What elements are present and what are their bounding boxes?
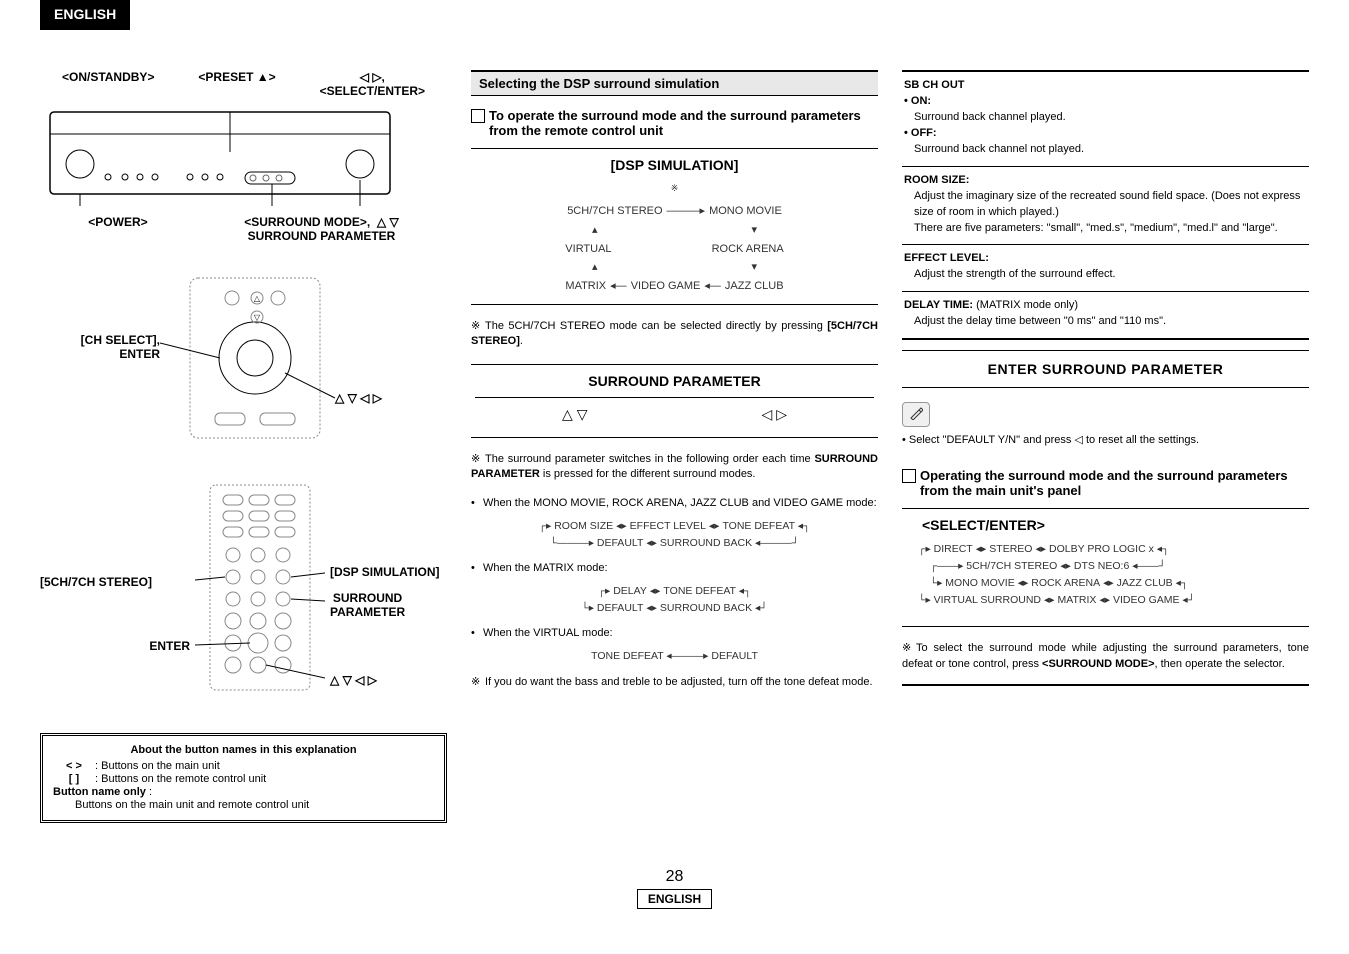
about-title: About the button names in this explanati…: [53, 744, 434, 756]
dsp-n1: 5CH/7CH STEREO: [567, 205, 662, 217]
right-column: SB CH OUT • ON: Surround back channel pl…: [902, 70, 1309, 823]
label-arrows-all-2: △ ▽ ◁ ▷: [330, 673, 377, 687]
arrows-leftright: ◁ ▷: [762, 406, 787, 423]
dsp-n7: JAZZ CLUB: [725, 280, 784, 292]
label-5ch7ch: [5CH/7CH STEREO]: [40, 575, 152, 589]
delay-txt: Adjust the delay time between "0 ms" and…: [904, 314, 1307, 330]
label-arrows-all-1: △ ▽ ◁ ▷: [335, 391, 382, 405]
about-button-names-box: About the button names in this explanati…: [40, 733, 447, 823]
room-l2: There are five parameters: "small", "med…: [904, 221, 1307, 237]
tab-label: ENGLISH: [54, 6, 116, 22]
svg-text:▽: ▽: [254, 313, 261, 322]
pencil-icon: [902, 402, 930, 427]
enter-surr-text: ENTER SURROUND PARAMETER: [902, 361, 1309, 377]
label-surround-mode: <SURROUND MODE>,: [244, 215, 370, 229]
tip-icon-row: [902, 402, 1309, 427]
sb-off-h: • OFF:: [904, 126, 1307, 142]
bass-note: ※If you do want the bass and treble to b…: [471, 675, 878, 690]
section-title: Selecting the DSP surround simulation: [479, 76, 719, 91]
sb-on-txt: Surround back channel played.: [904, 110, 1307, 126]
remote-illustration: [195, 483, 325, 693]
room-size-block: ROOM SIZE: Adjust the imaginary size of …: [902, 167, 1309, 246]
page-body: <ON/STANDBY> <PRESET ▲> ◁ ▷, <SELECT/ENT…: [0, 30, 1349, 848]
about-txt-2: : Buttons on the remote control unit: [95, 773, 266, 785]
surround-param-panel: SURROUND PARAMETER △ ▽ ◁ ▷: [471, 364, 878, 438]
matrix-bullet: When the MATRIX mode:: [471, 561, 878, 576]
main-unit-figure: <ON/STANDBY> <PRESET ▲> ◁ ▷, <SELECT/ENT…: [40, 70, 447, 243]
label-enter-1: ENTER: [119, 347, 160, 361]
sb-off-txt: Surround back channel not played.: [904, 142, 1307, 158]
label-enter-2: ENTER: [40, 639, 190, 653]
label-arrows-ud: △ ▽: [377, 215, 399, 229]
subhead-mainunit: Operating the surround mode and the surr…: [902, 468, 1309, 498]
label-ch-select: [CH SELECT],: [81, 333, 160, 347]
section-title-bar: Selecting the DSP surround simulation: [471, 70, 878, 96]
label-parameter: PARAMETER: [330, 605, 405, 619]
dsp-panel-title: [DSP SIMULATION]: [475, 157, 874, 173]
select-enter-panel: <SELECT/ENTER> ┌▸ DIRECT◂▸STEREO◂▸DOLBY …: [902, 508, 1309, 627]
room-l1: Adjust the imaginary size of the recreat…: [904, 189, 1307, 221]
about-txt-1: : Buttons on the main unit: [95, 760, 220, 772]
label-surround-param: SURROUND PARAMETER: [248, 229, 396, 243]
select-chain: ┌▸ DIRECT◂▸STEREO◂▸DOLBY PRO LOGIC x ◂┐ …: [906, 541, 1305, 608]
dsp-n5: MATRIX: [565, 280, 606, 292]
page-language-tab: ENGLISH: [40, 0, 130, 30]
dsp-note: ※The 5CH/7CH STEREO mode can be selected…: [471, 319, 878, 350]
label-select-enter: ◁ ▷, <SELECT/ENTER>: [320, 70, 425, 98]
main-unit-illustration: [40, 102, 400, 212]
room-h: ROOM SIZE:: [904, 173, 1307, 189]
label-surround: SURROUND: [333, 591, 402, 605]
middle-column: Selecting the DSP surround simulation To…: [471, 70, 878, 823]
dsp-panel: [DSP SIMULATION] ※ 5CH/7CH STEREO———▸MON…: [471, 148, 878, 305]
remote-figure: [5CH/7CH STEREO] ENTER [DSP SIMULATION: [40, 483, 447, 703]
page-number: 28: [0, 868, 1349, 886]
modes-bullet: When the MONO MOVIE, ROCK ARENA, JAZZ CL…: [471, 496, 878, 511]
label-on-standby: <ON/STANDBY>: [62, 70, 154, 98]
page-footer: 28 ENGLISH: [0, 868, 1349, 909]
wheel-illustration: △ ▽: [160, 273, 360, 443]
delay-h: DELAY TIME:: [904, 299, 973, 311]
effect-txt: Adjust the strength of the surround effe…: [904, 267, 1307, 283]
final-note: ※To select the surround mode while adjus…: [902, 641, 1309, 686]
dsp-n4: ROCK ARENA: [712, 243, 784, 255]
about-sym-2: [ ]: [53, 773, 95, 785]
arrows-updown: △ ▽: [562, 406, 587, 423]
surr-note: ※The surround parameter switches in the …: [471, 452, 878, 483]
sb-on-h: • ON:: [904, 94, 1307, 110]
dsp-chain: ※ 5CH/7CH STEREO———▸MONO MOVIE ▴▾ VIRTUA…: [475, 181, 874, 296]
footer-lang: ENGLISH: [637, 889, 712, 909]
tip-text: • Select "DEFAULT Y/N" and press ◁ to re…: [902, 433, 1309, 446]
sel-panel-title: <SELECT/ENTER>: [906, 517, 1305, 533]
wheel-figure: [CH SELECT], ENTER △ ▽ △ ▽ ◁ ▷: [40, 273, 447, 453]
dsp-n6: VIDEO GAME: [631, 280, 701, 292]
chain-modes: ┌▸ ROOM SIZE◂▸EFFECT LEVEL◂▸TONE DEFEAT …: [471, 518, 878, 552]
effect-h: EFFECT LEVEL:: [904, 251, 1307, 267]
dsp-chain-mark: ※: [671, 183, 679, 193]
about-txt-4: Buttons on the main unit and remote cont…: [53, 799, 434, 811]
label-dsp-sim: [DSP SIMULATION]: [330, 565, 440, 579]
sb-ch-out-block: SB CH OUT • ON: Surround back channel pl…: [902, 70, 1309, 167]
sb-h: SB CH OUT: [904, 78, 1307, 94]
about-lead-3: Button name only: [53, 786, 146, 798]
delay-tail: (MATRIX mode only): [973, 299, 1078, 311]
enter-surr-row: ENTER SURROUND PARAMETER: [902, 350, 1309, 388]
chain-virtual: TONE DEFEAT ◂———▸ DEFAULT: [471, 648, 878, 665]
effect-level-block: EFFECT LEVEL: Adjust the strength of the…: [902, 245, 1309, 292]
subhead-remote: To operate the surround mode and the sur…: [471, 108, 878, 138]
svg-text:△: △: [254, 294, 261, 303]
about-sym-1: < >: [53, 760, 95, 772]
label-preset: <PRESET ▲>: [198, 70, 275, 98]
left-column: <ON/STANDBY> <PRESET ▲> ◁ ▷, <SELECT/ENT…: [40, 70, 447, 823]
dsp-n3: VIRTUAL: [565, 243, 611, 255]
about-txt-3: :: [146, 786, 152, 798]
delay-time-block: DELAY TIME: (MATRIX mode only) Adjust th…: [902, 292, 1309, 340]
virtual-bullet: When the VIRTUAL mode:: [471, 626, 878, 641]
dsp-n2: MONO MOVIE: [709, 205, 782, 217]
label-power: <POWER>: [88, 215, 147, 243]
chain-matrix: ┌▸ DELAY◂▸TONE DEFEAT ◂┐ └▸ DEFAULT◂▸SUR…: [471, 583, 878, 617]
surr-panel-title: SURROUND PARAMETER: [475, 373, 874, 389]
